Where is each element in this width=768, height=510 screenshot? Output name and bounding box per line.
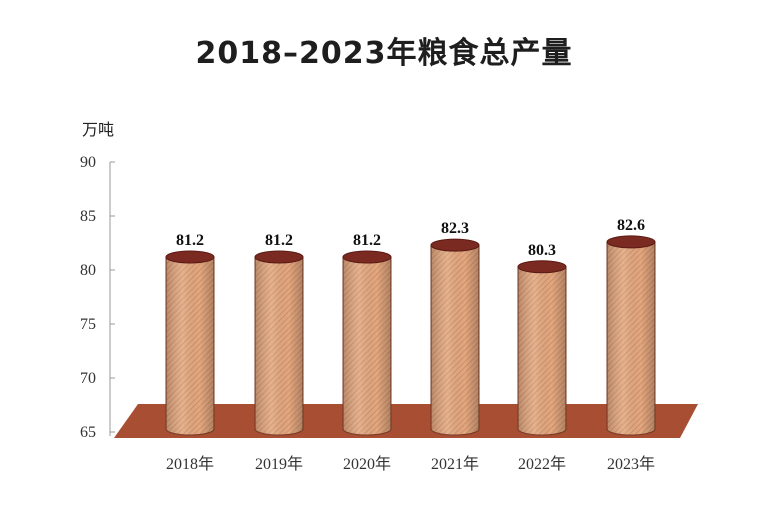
bar-shading bbox=[343, 257, 391, 435]
x-tick-label: 2020年 bbox=[343, 455, 391, 473]
y-tick-label: 90 bbox=[80, 154, 96, 171]
bar-shading bbox=[431, 245, 479, 435]
x-tick-label: 2018年 bbox=[166, 455, 214, 473]
bar-shading bbox=[255, 257, 303, 435]
bar-2023年 bbox=[606, 235, 656, 436]
bar-2019年 bbox=[254, 250, 304, 436]
y-tick-label: 85 bbox=[80, 208, 96, 225]
bar-top bbox=[165, 250, 215, 264]
bar-2021年 bbox=[430, 238, 480, 436]
y-axis-unit-label: 万吨 bbox=[82, 120, 115, 139]
bar-top bbox=[517, 260, 567, 274]
chart-title: 2018–2023年粮食总产量 bbox=[195, 36, 573, 71]
bar-value-label: 81.2 bbox=[265, 232, 293, 249]
bar-top bbox=[606, 235, 656, 249]
bar-shading bbox=[607, 241, 655, 435]
x-tick-label: 2022年 bbox=[518, 455, 566, 473]
bar-value-label: 82.3 bbox=[441, 220, 469, 237]
y-tick-label: 80 bbox=[80, 262, 96, 279]
bar-shading bbox=[518, 266, 566, 435]
x-tick-label: 2021年 bbox=[431, 455, 479, 473]
bar-value-label: 82.6 bbox=[617, 217, 645, 234]
x-tick-label: 2019年 bbox=[255, 455, 303, 473]
bar-value-label: 81.2 bbox=[353, 232, 381, 249]
bar-2018年 bbox=[165, 250, 215, 436]
bar-top bbox=[430, 238, 480, 252]
bar-shading bbox=[166, 257, 214, 435]
y-tick-label: 70 bbox=[80, 370, 96, 387]
bar-2022年 bbox=[517, 260, 567, 436]
y-tick-label: 75 bbox=[80, 316, 96, 333]
y-tick-label: 65 bbox=[80, 424, 96, 441]
bar-top bbox=[254, 250, 304, 264]
bar-value-label: 81.2 bbox=[176, 232, 204, 249]
x-tick-label: 2023年 bbox=[607, 455, 655, 473]
bar-value-label: 80.3 bbox=[528, 242, 556, 259]
bar-2020年 bbox=[342, 250, 392, 436]
bar-top bbox=[342, 250, 392, 264]
